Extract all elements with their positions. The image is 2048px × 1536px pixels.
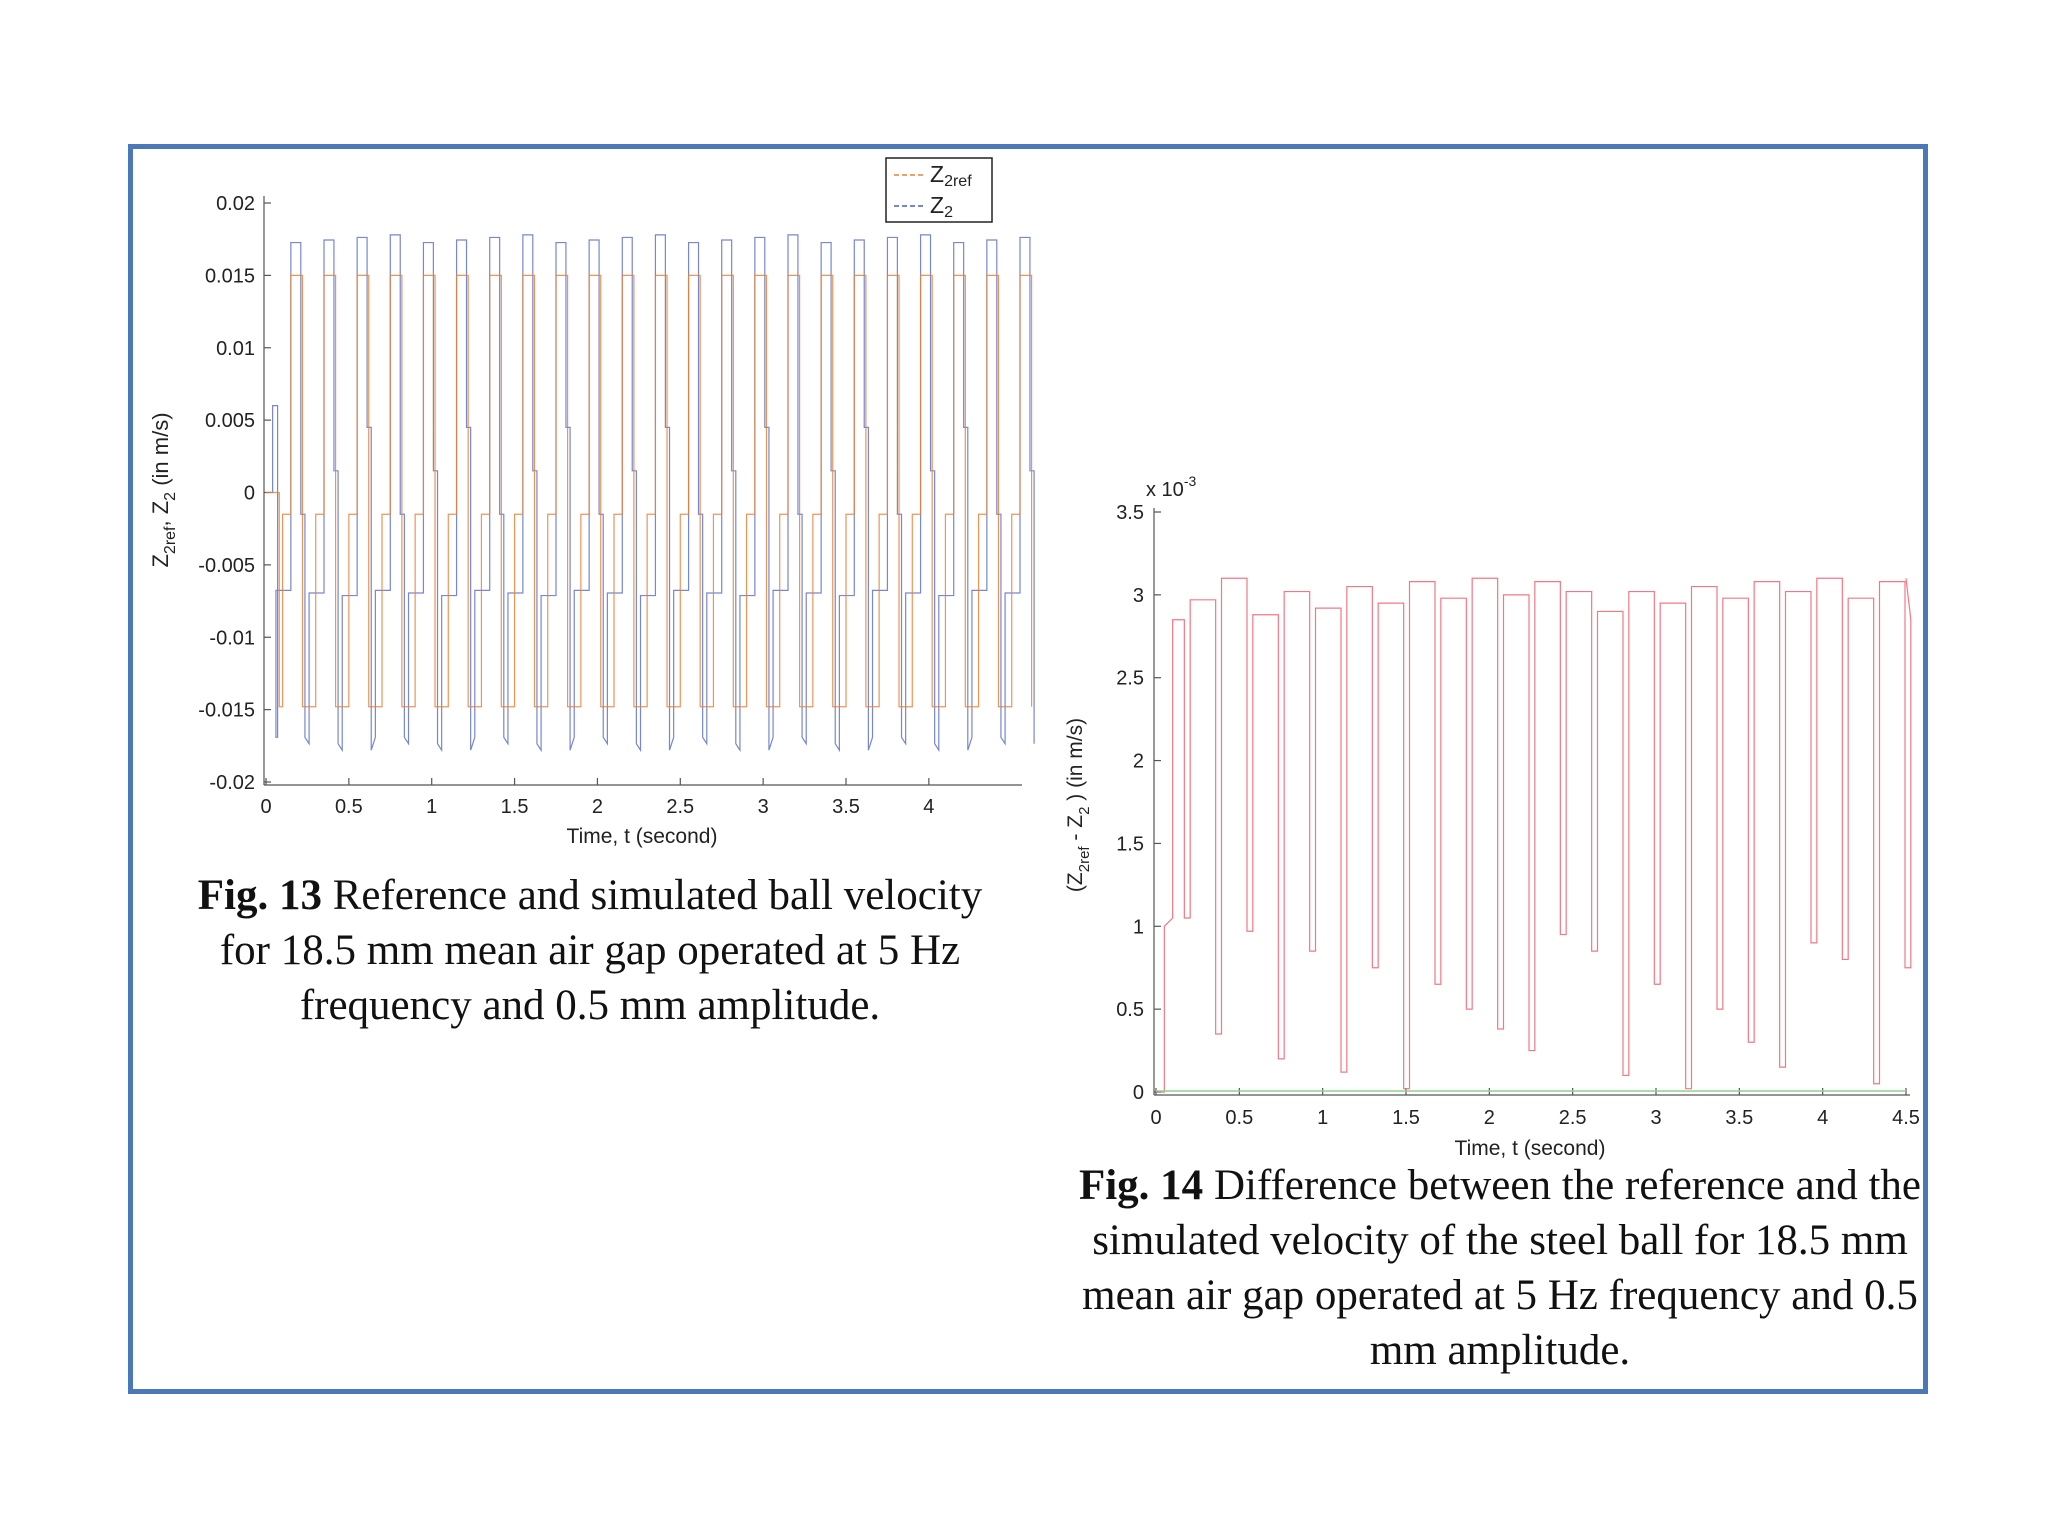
fig13-series [266,234,1035,753]
fig14-series [1156,577,1912,1093]
fig13-x-axis: 0 0.5 1 1.5 2 2.5 3 3.5 4 [260,778,934,818]
fig14-y-axis: 3.5 3 2.5 2 1.5 1 0.5 0 [1116,502,1161,1104]
fig14-chart: 3.5 3 2.5 2 1.5 1 0.5 0 0 0.5 1 1.5 2 2.5 3 3.5 4 4.5 x … [1064,473,1920,1160]
fig13-caption-text: Reference and simulated ball velocity fo… [219,872,983,1029]
fig13-y-tick-label: -0.01 [209,627,255,649]
fig13-y-label-z1: Z [148,554,173,567]
fig14-caption-label: Fig. 14 [1078,1162,1204,1209]
fig14-x-tick-label: 0.5 [1225,1107,1253,1129]
fig14-x-tick-label: 0 [1150,1107,1161,1129]
legend-box [885,157,993,223]
fig14-caption-text: Difference between the reference and the… [1082,1162,1922,1374]
fig14-y-tick-label: 2 [1133,751,1144,773]
fig13-x-tick-label: 4 [923,796,934,818]
figure-frame [128,144,1928,1394]
fig13-x-tick-label: 2 [592,796,603,818]
fig13-y-tick-label: 0 [244,483,255,505]
fig14-y-label-sub1: 2ref [1076,846,1093,873]
fig14-y-label-sub2: 2 [1076,807,1093,815]
fig13-y-label-unit: (in m/s) [148,412,173,491]
fig14-y-tick-label: 2.5 [1116,668,1144,690]
fig14-y-tick-label: 0.5 [1116,999,1144,1021]
fig13-y-tick-label: -0.005 [198,555,255,577]
fig13-x-tick-label: 0 [260,796,271,818]
fig13-x-tick-label: 3 [758,796,769,818]
fig14-y-tick-label: 0 [1133,1082,1144,1104]
fig13-y-label-sub2: 2 [162,492,179,501]
fig14-y-label-unit: ) (in m/s) [1064,718,1087,807]
fig14-y-tick-label: 3 [1133,585,1144,607]
fig13-y-tick-label: 0.005 [205,410,255,432]
fig14-x-tick-label: 2 [1484,1107,1495,1129]
fig13-y-label-sub1: 2ref [162,526,179,554]
fig13-y-tick-label: 0.02 [216,193,255,215]
legend-z2ref-label: Z2ref [930,161,972,190]
fig13-y-tick-label: 0.015 [205,265,255,287]
fig13-caption-label: Fig. 13 [197,872,322,919]
fig13-y-tick-label: -0.02 [209,772,255,794]
fig13-series-z2 [266,234,1035,753]
fig14-caption: Fig. 14 Difference between the reference… [1060,1158,1940,1378]
fig13-y-label: Z2ref, Z2 (in m/s) [148,412,179,567]
fig13-x-tick-label: 3.5 [832,796,860,818]
fig14-x-axis: 0 0.5 1 1.5 2 2.5 3 3.5 4 4.5 [1150,1088,1920,1129]
fig13-x-tick-label: 0.5 [335,796,363,818]
fig14-y-tick-label: 1.5 [1116,833,1144,855]
fig13-caption: Fig. 13 Reference and simulated ball vel… [170,868,1010,1033]
fig14-series-difference [1156,577,1912,1093]
fig14-x-tick-label: 2.5 [1559,1107,1587,1129]
fig14-y-label-b: - Z [1064,815,1087,847]
fig14-x-tick-label: 1 [1317,1107,1328,1129]
fig14-x-tick-label: 3.5 [1725,1107,1753,1129]
fig14-x-tick-label: 1.5 [1392,1107,1420,1129]
legend-z2-label: Z2 [930,192,953,221]
fig13-chart: 0.02 0.015 0.01 0.005 0 -0.005 -0.01 -0.015 -0.0… [148,157,1035,848]
fig13-y-tick-label: 0.01 [216,338,255,360]
fig14-y-label: (Z2ref - Z2 ) (in m/s) [1064,718,1093,892]
fig13-x-label: Time, t (second) [567,825,718,848]
fig13-x-tick-label: 1 [426,796,437,818]
fig14-x-tick-label: 3 [1650,1107,1661,1129]
fig14-y-tick-label: 3.5 [1116,502,1144,524]
fig14-x-label: Time, t (second) [1455,1137,1606,1160]
fig13-x-tick-label: 1.5 [501,796,529,818]
fig14-x-tick-label: 4.5 [1892,1107,1920,1129]
fig13-y-label-z2: , Z [148,501,173,527]
fig13-series-z2ref [266,274,1033,708]
fig13-y-axis: 0.02 0.015 0.01 0.005 0 -0.005 -0.01 -0.015 -0.0… [198,193,271,794]
fig14-y-tick-label: 1 [1133,916,1144,938]
fig14-x-tick-label: 4 [1817,1107,1828,1129]
fig13-x-tick-label: 2.5 [666,796,694,818]
fig14-y-label-a: (Z [1064,872,1087,892]
fig14-multiplier: x 10-3 [1146,473,1196,501]
fig13-legend: Z2ref Z2 [885,157,993,223]
fig13-y-tick-label: -0.015 [198,700,255,722]
